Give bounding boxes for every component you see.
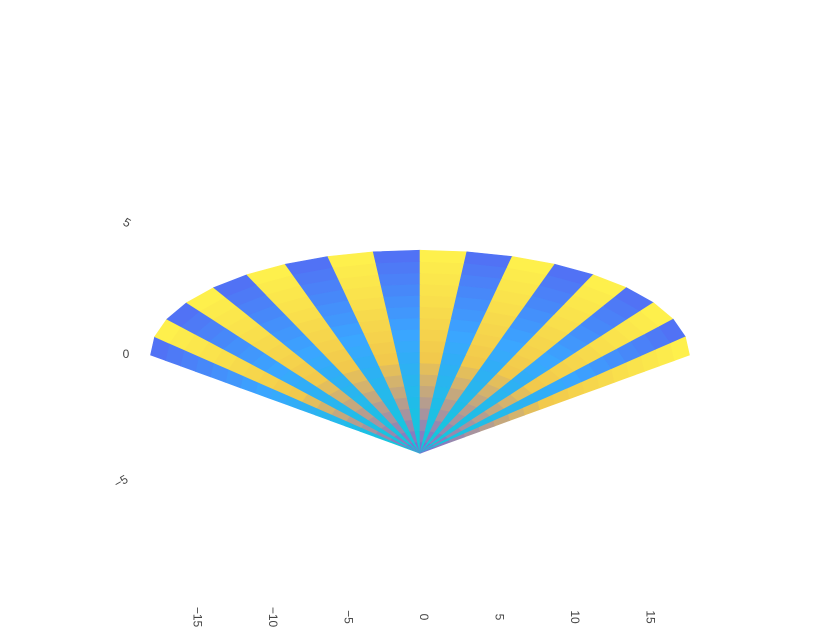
x-tick-label: −15 — [191, 607, 205, 628]
heatmap-cell — [393, 340, 421, 353]
heatmap-cell — [396, 351, 421, 365]
heatmap-cell — [419, 283, 460, 297]
heatmap-cell — [391, 328, 421, 342]
x-tick-label: −10 — [266, 607, 280, 628]
heatmap-cell — [419, 261, 465, 275]
y-tick-label: 5 — [121, 215, 134, 231]
heatmap-cell — [419, 272, 462, 286]
heatmap-cells — [150, 249, 690, 454]
x-axis-ticks: −15 −10 −5 0 5 10 15 — [191, 607, 658, 628]
heatmap-cell — [419, 249, 468, 264]
heatmap-cell — [401, 373, 421, 387]
x-tick-label: 10 — [568, 610, 582, 624]
heatmap-cell — [383, 294, 421, 309]
heatmap-cell — [406, 396, 421, 409]
heatmap-cell — [385, 306, 421, 320]
heatmap-cell — [419, 373, 439, 387]
heatmap-cell — [380, 283, 421, 297]
heatmap-cell — [419, 317, 452, 331]
heatmap-cell — [419, 362, 442, 376]
heatmap-cell — [419, 294, 457, 309]
heatmap-cell — [404, 385, 421, 398]
x-tick-label: −5 — [342, 610, 356, 624]
y-axis-ticks: −5 0 5 — [112, 215, 134, 491]
x-tick-label: 5 — [493, 614, 507, 621]
heatmap-cell — [378, 272, 421, 286]
x-tick-label: 0 — [417, 614, 431, 621]
heatmap-cell — [419, 340, 447, 353]
heatmap-cell — [670, 336, 690, 361]
heatmap-cell — [372, 249, 421, 264]
heatmap-cell — [419, 306, 455, 320]
heatmap-cell — [388, 317, 421, 331]
heatmap-cell — [375, 261, 421, 275]
heatmap-cell — [419, 351, 444, 365]
heatmap-cell — [398, 362, 421, 376]
heatmap-cell — [419, 328, 449, 342]
x-tick-label: 15 — [644, 610, 658, 624]
y-tick-label: 0 — [123, 347, 130, 361]
y-tick-label: −5 — [112, 472, 131, 491]
